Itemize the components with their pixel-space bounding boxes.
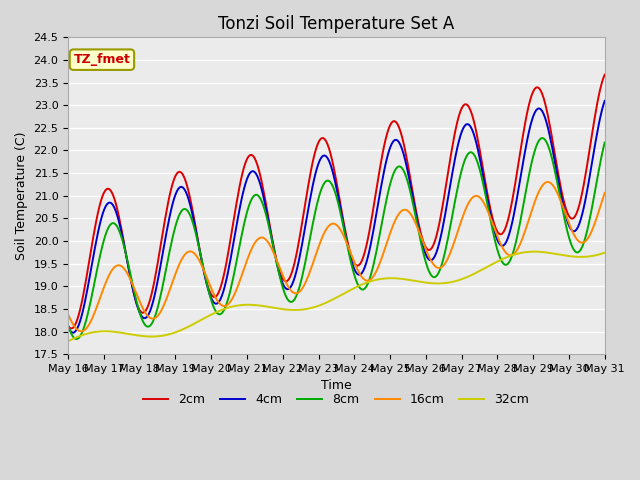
Line: 4cm: 4cm (68, 101, 605, 333)
2cm (64, 323, 72, 329)
4cm (537, 106, 545, 112)
Line: 8cm: 8cm (68, 138, 605, 339)
Line: 32cm: 32cm (68, 252, 605, 341)
32cm (79, 332, 87, 338)
16cm (166, 288, 173, 293)
2cm (537, 87, 545, 93)
4cm (81, 300, 88, 306)
16cm (537, 185, 545, 191)
32cm (388, 276, 396, 281)
32cm (64, 338, 72, 344)
8cm (538, 135, 546, 141)
Line: 16cm: 16cm (68, 182, 605, 331)
8cm (601, 140, 609, 145)
2cm (601, 72, 609, 78)
4cm (166, 214, 173, 220)
2cm (81, 285, 88, 291)
16cm (371, 271, 379, 276)
X-axis label: Time: Time (321, 379, 352, 393)
32cm (370, 277, 378, 283)
16cm (389, 223, 397, 228)
8cm (81, 323, 88, 329)
32cm (399, 276, 407, 282)
16cm (77, 328, 85, 334)
8cm (166, 249, 173, 255)
4cm (64, 324, 72, 330)
8cm (371, 254, 379, 260)
4cm (389, 139, 397, 144)
8cm (401, 171, 409, 177)
2cm (401, 147, 409, 153)
16cm (401, 207, 409, 213)
32cm (164, 332, 172, 337)
8cm (537, 136, 545, 142)
8cm (389, 172, 397, 178)
16cm (544, 179, 552, 185)
2cm (67, 325, 75, 331)
Line: 2cm: 2cm (68, 75, 605, 328)
2cm (371, 194, 379, 200)
32cm (601, 250, 609, 255)
4cm (401, 156, 409, 162)
Title: Tonzi Soil Temperature Set A: Tonzi Soil Temperature Set A (218, 15, 454, 33)
Legend: 2cm, 4cm, 8cm, 16cm, 32cm: 2cm, 4cm, 8cm, 16cm, 32cm (138, 388, 534, 411)
Text: TZ_fmet: TZ_fmet (74, 53, 131, 66)
16cm (81, 327, 88, 333)
2cm (389, 119, 397, 124)
8cm (73, 336, 81, 342)
2cm (166, 193, 173, 199)
4cm (68, 330, 76, 336)
32cm (537, 249, 545, 255)
4cm (601, 98, 609, 104)
4cm (371, 218, 379, 224)
8cm (64, 323, 72, 328)
16cm (601, 190, 609, 196)
32cm (531, 249, 538, 254)
16cm (64, 312, 72, 317)
Y-axis label: Soil Temperature (C): Soil Temperature (C) (15, 132, 28, 260)
